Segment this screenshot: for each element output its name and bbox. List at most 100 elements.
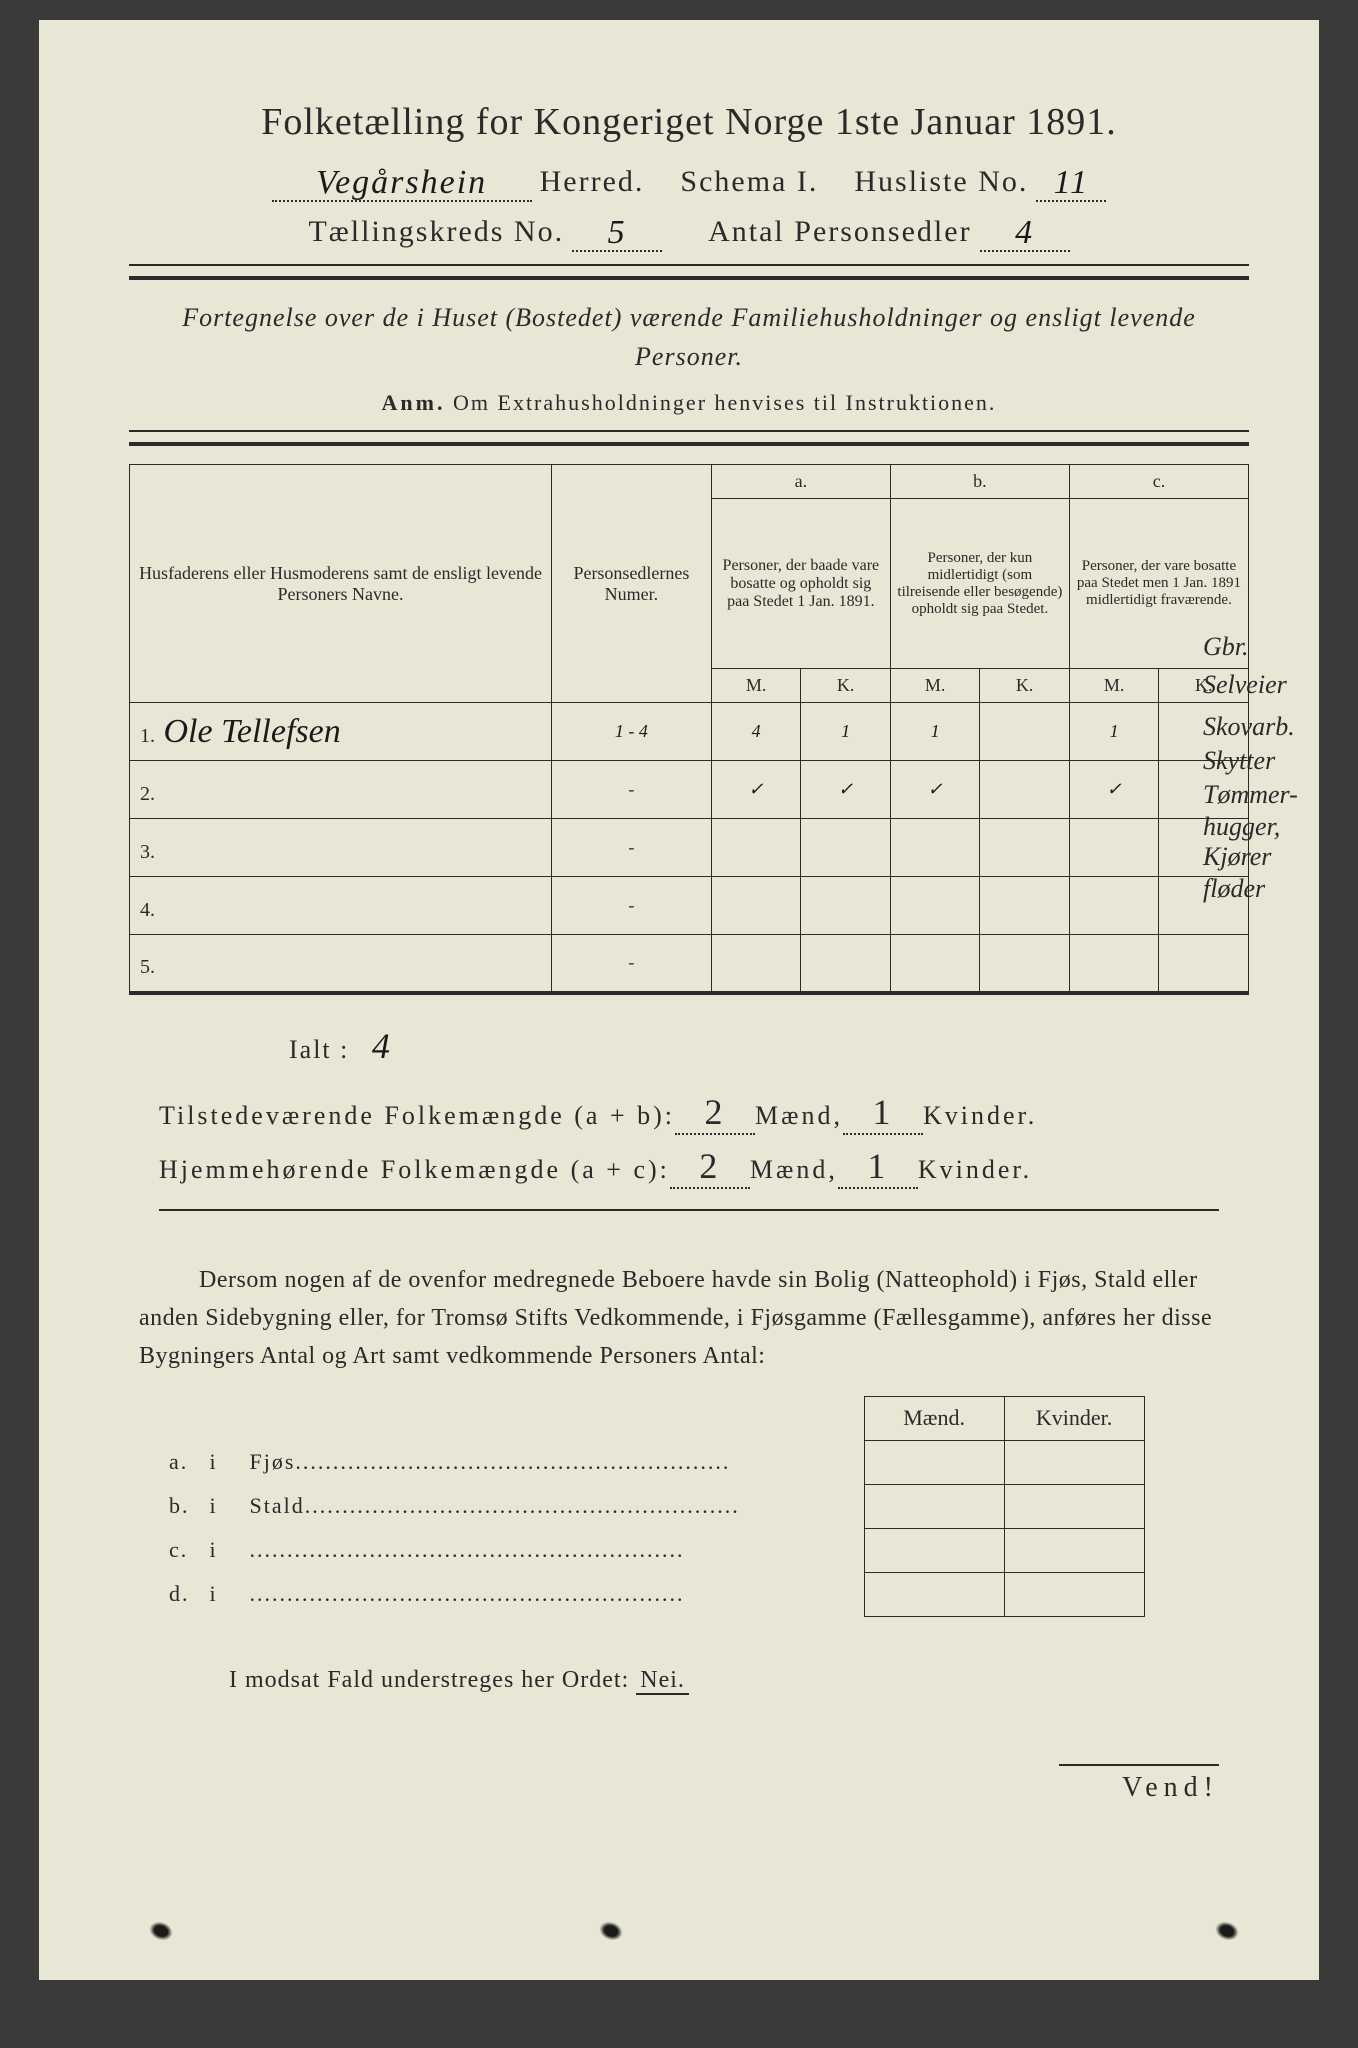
- subtitle: Fortegnelse over de i Huset (Bostedet) v…: [129, 298, 1249, 376]
- cell-cM: [1069, 935, 1159, 993]
- divider: [129, 430, 1249, 432]
- ialt-value: 4: [372, 1026, 392, 1066]
- nei-line: I modsat Fald understreges her Ordet: Ne…: [229, 1667, 1249, 1694]
- anm-label: Anm.: [382, 390, 446, 415]
- row-label: Fjøs: [240, 1440, 865, 1484]
- cell-m: [864, 1528, 1004, 1572]
- maend-label: Mænd,: [750, 1155, 838, 1185]
- marginal-note: fløder: [1203, 872, 1313, 906]
- cell-bM: ✓: [890, 761, 980, 819]
- col-b-desc: Personer, der kun midlertidigt (som tilr…: [890, 499, 1069, 669]
- row-i: i: [200, 1484, 240, 1528]
- census-form-page: Folketælling for Kongeriget Norge 1ste J…: [39, 20, 1319, 1980]
- cell-k: [1004, 1484, 1144, 1528]
- table-row: d. i: [159, 1572, 1144, 1616]
- cell-aK: [801, 877, 891, 935]
- husliste-label: Husliste No.: [854, 165, 1028, 199]
- col-m: M.: [890, 669, 980, 703]
- table-row: b. i Stald: [159, 1484, 1144, 1528]
- cell-bK: [980, 819, 1070, 877]
- outbuilding-table: Mænd. Kvinder. a. i Fjøs b. i Stald c. i…: [159, 1396, 1145, 1617]
- row-name: 1. Ole Tellefsen: [130, 703, 552, 761]
- summary-present: Tilstedeværende Folkemængde (a + b): 2 M…: [159, 1091, 1249, 1135]
- row-i: i: [200, 1528, 240, 1572]
- col-k: K.: [980, 669, 1070, 703]
- col-k: K.: [801, 669, 891, 703]
- main-table: Husfaderens eller Husmoderens samt de en…: [129, 464, 1249, 995]
- maend-label: Mænd,: [755, 1101, 843, 1131]
- antal-value: 4: [980, 216, 1070, 252]
- row-sedler: -: [552, 877, 712, 935]
- cell-bK: [980, 761, 1070, 819]
- cell-aK: [801, 935, 891, 993]
- col-header-name: Husfaderens eller Husmoderens samt de en…: [130, 465, 552, 703]
- cell-m: [864, 1440, 1004, 1484]
- cell-aK: ✓: [801, 761, 891, 819]
- lower-maend: Mænd.: [864, 1396, 1004, 1440]
- inkblot-icon: [597, 1918, 626, 1943]
- outbuilding-paragraph: Dersom nogen af de ovenfor medregnede Be…: [139, 1261, 1239, 1376]
- ialt-label: Ialt :: [289, 1035, 349, 1064]
- row-letter: a.: [159, 1440, 200, 1484]
- cell-aM: [711, 877, 801, 935]
- summary-resident: Hjemmehørende Folkemængde (a + c): 2 Mæn…: [159, 1145, 1249, 1189]
- kvinder-label: Kvinder.: [918, 1155, 1032, 1185]
- cell-k: [1004, 1572, 1144, 1616]
- row-sedler: -: [552, 935, 712, 993]
- vend-label: Vend!: [1059, 1764, 1219, 1804]
- row-i: i: [200, 1572, 240, 1616]
- cell-bM: 1: [890, 703, 980, 761]
- cell-bM: [890, 877, 980, 935]
- col-a-desc: Personer, der baade vare bosatte og opho…: [711, 499, 890, 669]
- summary-line2-m: 2: [670, 1145, 750, 1189]
- row-name: 4.: [130, 877, 552, 935]
- row-label: Stald: [240, 1484, 865, 1528]
- table-row: 5. -: [130, 935, 1249, 993]
- row-letter: c.: [159, 1528, 200, 1572]
- col-a-letter: a.: [711, 465, 890, 499]
- row-sedler: -: [552, 819, 712, 877]
- row-label: [240, 1528, 865, 1572]
- cell-aK: [801, 819, 891, 877]
- cell-bM: [890, 935, 980, 993]
- husliste-value: 11: [1036, 166, 1106, 202]
- antal-label: Antal Personsedler: [708, 215, 971, 249]
- annotation-line: Anm. Om Extrahusholdninger henvises til …: [129, 390, 1249, 416]
- inkblot-icon: [1213, 1918, 1242, 1943]
- anm-text: Om Extrahusholdninger henvises til Instr…: [453, 390, 996, 415]
- cell-aK: 1: [801, 703, 891, 761]
- cell-aM: 4: [711, 703, 801, 761]
- marginal-note: Skovarb.: [1203, 710, 1313, 744]
- marginal-note: hugger,: [1203, 810, 1313, 844]
- row-sedler: 1 - 4: [552, 703, 712, 761]
- cell-cK: [1159, 935, 1249, 993]
- cell-k: [1004, 1528, 1144, 1572]
- schema-label: Schema I.: [680, 165, 818, 199]
- kreds-label: Tællingskreds No.: [308, 215, 564, 249]
- cell-k: [1004, 1440, 1144, 1484]
- nei-prefix: I modsat Fald understreges her Ordet:: [229, 1667, 629, 1693]
- row-letter: b.: [159, 1484, 200, 1528]
- cell-bK: [980, 935, 1070, 993]
- lower-kvinder: Kvinder.: [1004, 1396, 1144, 1440]
- ialt-row: Ialt : 4: [289, 1025, 1249, 1067]
- table-row: a. i Fjøs: [159, 1440, 1144, 1484]
- cell-cM: 1: [1069, 703, 1159, 761]
- col-m: M.: [711, 669, 801, 703]
- marginal-note: Gbr.: [1203, 630, 1313, 664]
- header-line-2: Tællingskreds No. 5 Antal Personsedler 4: [129, 214, 1249, 250]
- header-line-1: Vegårshein Herred. Schema I. Husliste No…: [129, 164, 1249, 200]
- cell-cM: [1069, 819, 1159, 877]
- kreds-value: 5: [572, 216, 662, 252]
- inkblot-icon: [147, 1918, 176, 1943]
- summary-line1-label: Tilstedeværende Folkemængde (a + b):: [159, 1101, 675, 1131]
- marginal-note: Kjører: [1203, 840, 1313, 874]
- cell-cM: ✓: [1069, 761, 1159, 819]
- table-row: 2. - ✓ ✓ ✓ ✓: [130, 761, 1249, 819]
- marginal-note: Tømmer-: [1203, 778, 1313, 812]
- cell-bK: [980, 703, 1070, 761]
- divider: [129, 276, 1249, 280]
- row-i: i: [200, 1440, 240, 1484]
- cell-bM: [890, 819, 980, 877]
- cell-aM: [711, 935, 801, 993]
